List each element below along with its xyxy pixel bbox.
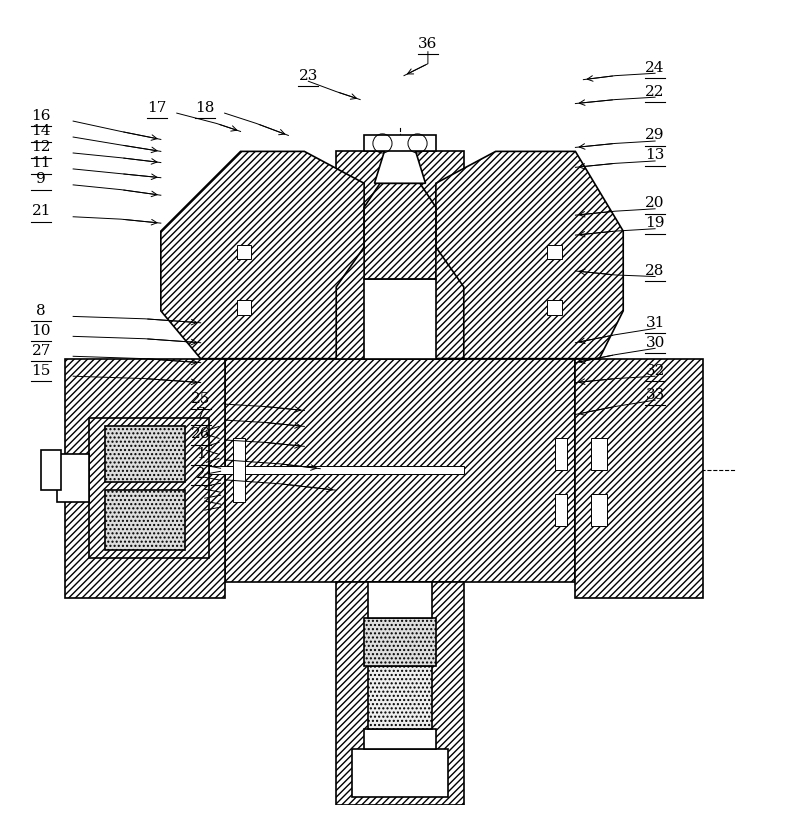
Polygon shape: [65, 359, 225, 598]
Bar: [547, 301, 562, 315]
Bar: [89, 419, 209, 558]
Text: 11: 11: [31, 156, 51, 171]
Text: 14: 14: [31, 124, 51, 138]
Text: 9: 9: [36, 172, 46, 186]
Polygon shape: [575, 359, 703, 598]
Polygon shape: [436, 151, 623, 359]
Text: 16: 16: [31, 108, 51, 123]
Polygon shape: [374, 140, 426, 183]
Text: 33: 33: [646, 388, 665, 402]
Text: 10: 10: [31, 324, 51, 337]
Text: 28: 28: [646, 264, 665, 278]
Text: 21: 21: [31, 204, 51, 218]
Bar: [364, 729, 436, 750]
Bar: [364, 136, 436, 151]
Bar: [209, 467, 464, 474]
Text: 36: 36: [418, 37, 438, 50]
Bar: [237, 301, 251, 315]
Text: 25: 25: [191, 392, 210, 406]
Text: 13: 13: [646, 149, 665, 163]
Text: 31: 31: [646, 315, 665, 330]
Bar: [364, 279, 436, 359]
Text: 22: 22: [646, 85, 665, 98]
Bar: [233, 438, 245, 502]
Polygon shape: [161, 151, 364, 359]
Bar: [352, 750, 448, 797]
Text: 1: 1: [196, 447, 206, 461]
Text: 19: 19: [646, 216, 665, 230]
Text: 17: 17: [147, 101, 166, 115]
Bar: [368, 666, 432, 729]
Polygon shape: [336, 151, 464, 359]
Text: 23: 23: [298, 68, 318, 83]
Bar: [555, 494, 567, 526]
Polygon shape: [336, 582, 464, 805]
Text: 32: 32: [646, 363, 665, 377]
Text: 7: 7: [196, 407, 206, 421]
Text: 2: 2: [196, 467, 206, 481]
Text: 20: 20: [646, 196, 665, 211]
Bar: [57, 454, 89, 502]
Bar: [105, 490, 185, 550]
Text: 24: 24: [646, 61, 665, 75]
Bar: [547, 245, 562, 259]
Polygon shape: [225, 359, 575, 582]
Bar: [368, 582, 432, 618]
Bar: [591, 438, 607, 470]
Text: 29: 29: [646, 128, 665, 142]
Bar: [364, 618, 436, 666]
Bar: [42, 450, 61, 490]
Text: 8: 8: [37, 304, 46, 318]
Polygon shape: [364, 183, 436, 279]
Bar: [105, 427, 185, 482]
Text: 26: 26: [191, 428, 210, 441]
Text: 18: 18: [195, 101, 214, 115]
Bar: [555, 438, 567, 470]
Text: 27: 27: [31, 344, 51, 358]
Bar: [237, 245, 251, 259]
Text: 15: 15: [31, 363, 51, 377]
Text: 12: 12: [31, 141, 51, 154]
Bar: [591, 494, 607, 526]
Text: 30: 30: [646, 336, 665, 350]
